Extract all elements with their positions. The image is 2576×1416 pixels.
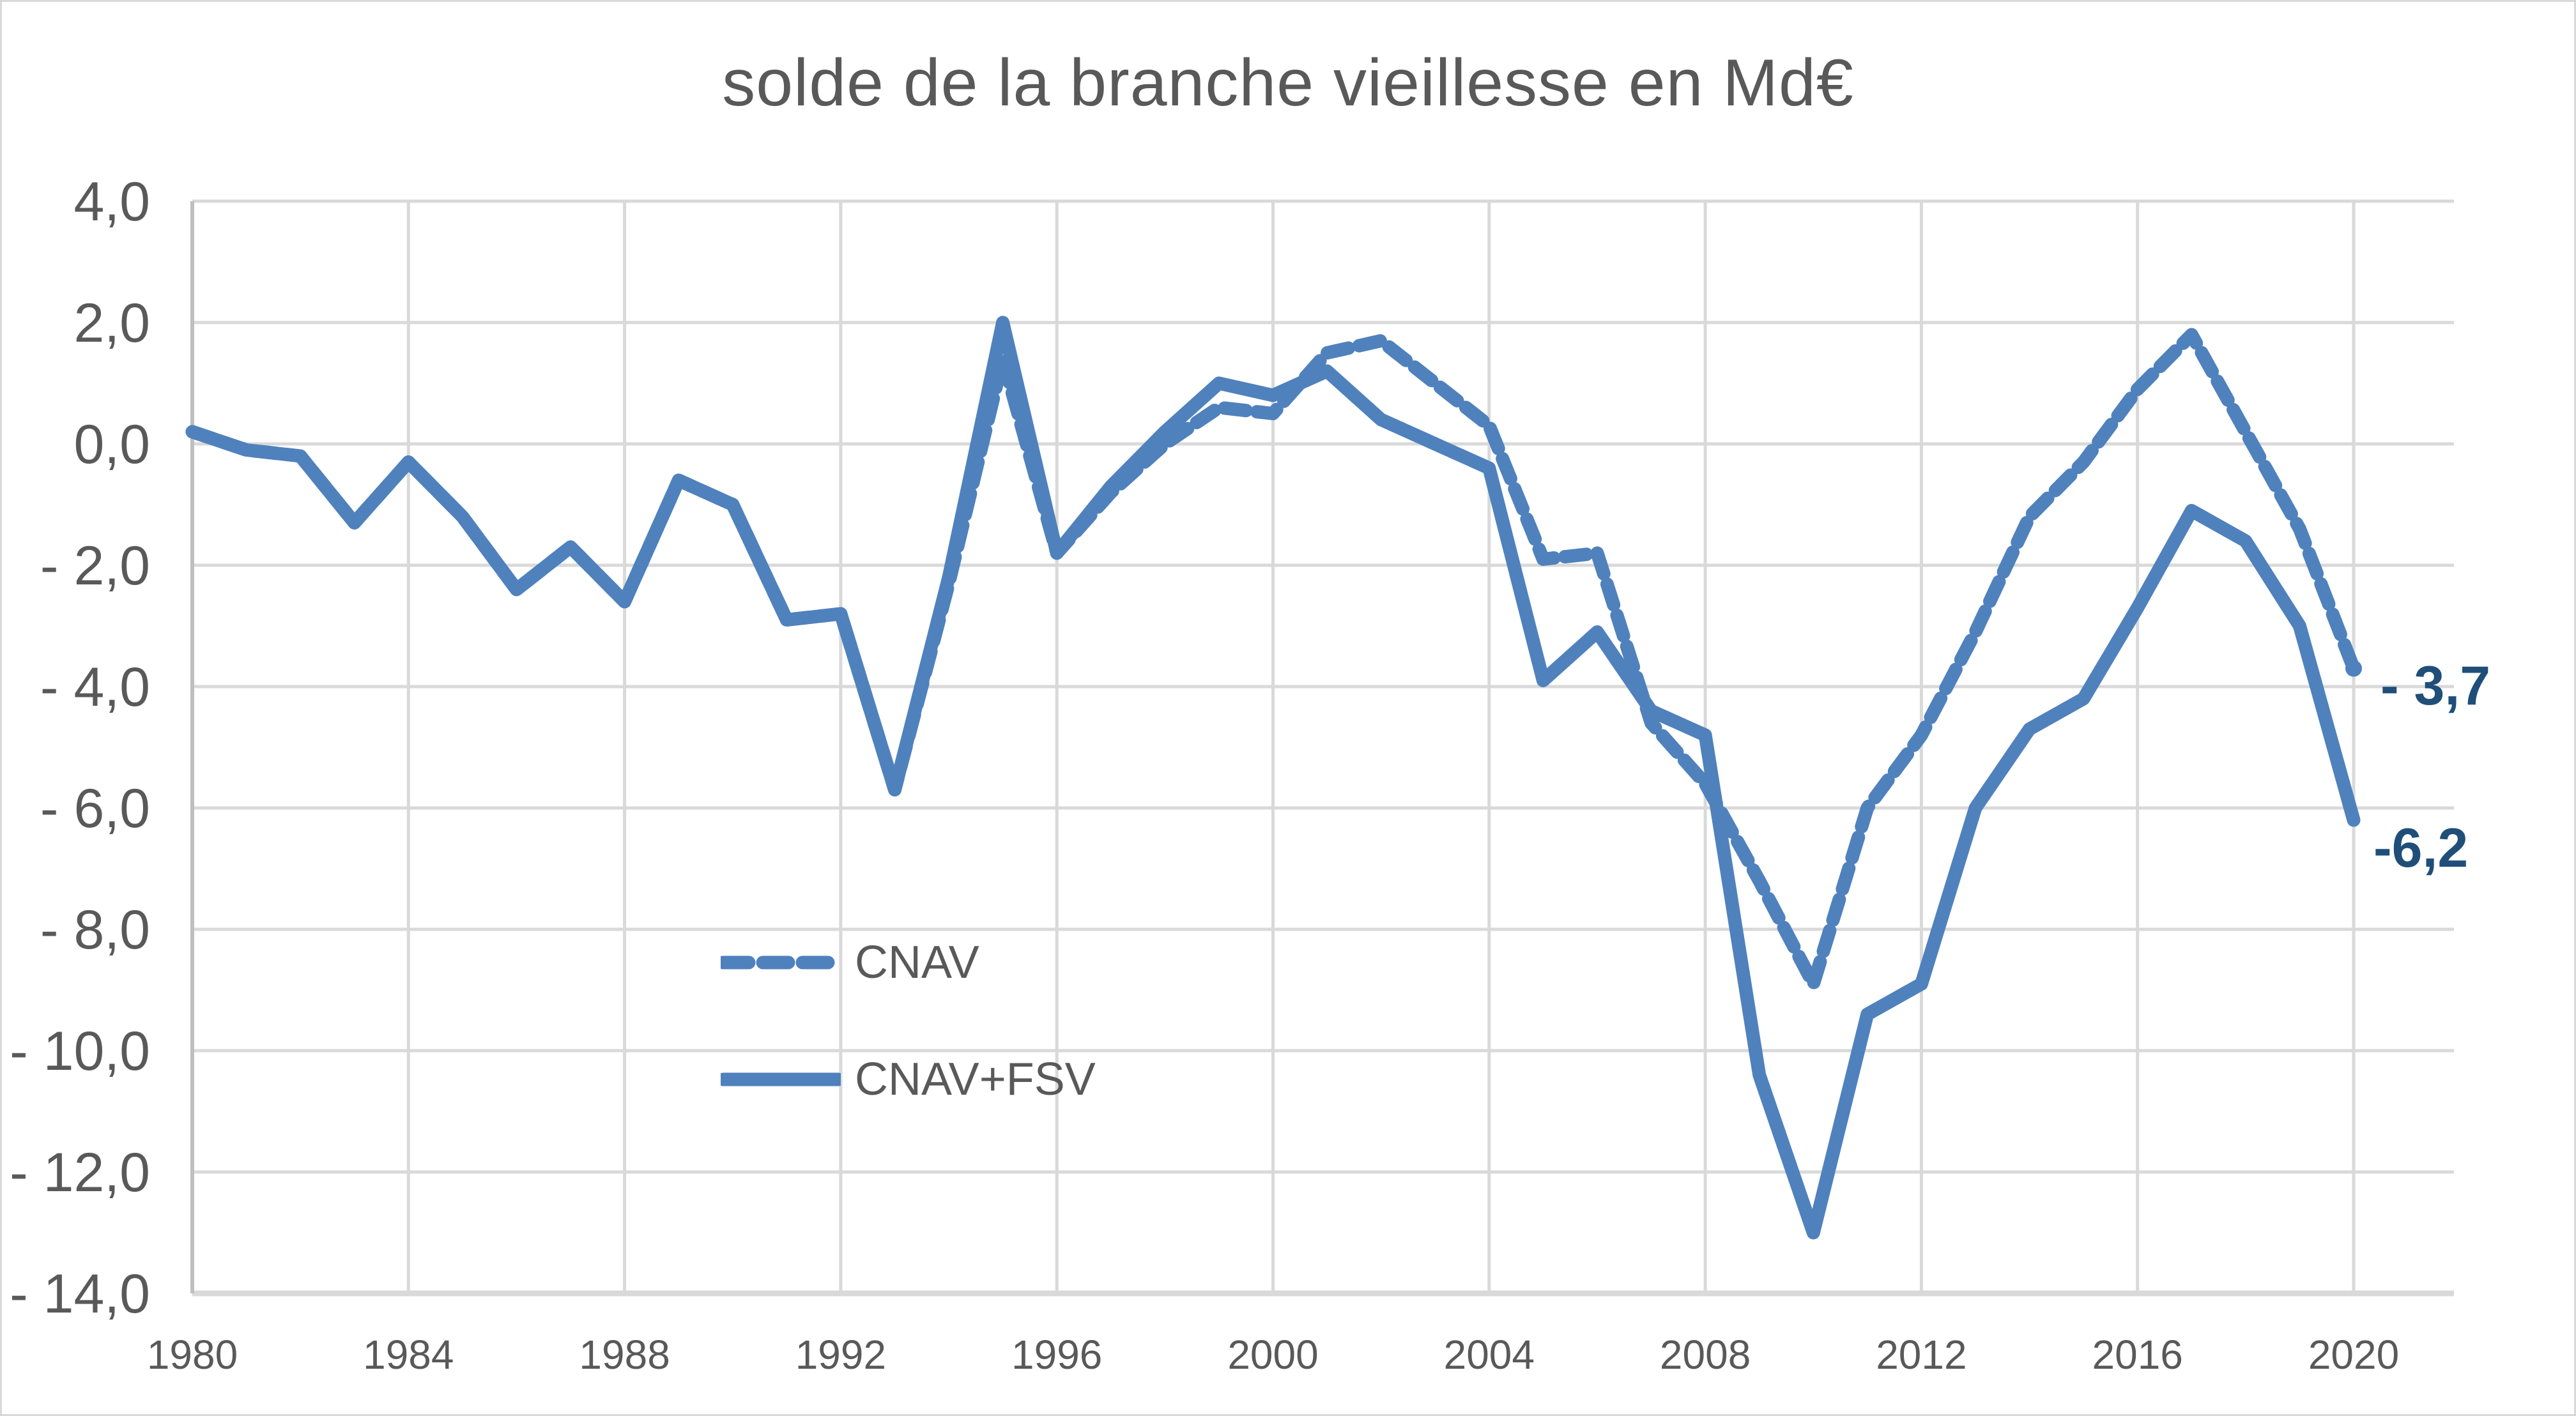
cnav-series-line — [185, 328, 2361, 991]
cnav-end-value-label: - 3,7 — [2380, 655, 2491, 717]
y-tick-label: 4,0 — [73, 171, 150, 232]
x-tick-label: 2004 — [1444, 1332, 1535, 1378]
x-tick-label: 2012 — [1876, 1332, 1966, 1378]
x-tick-label: 1996 — [1011, 1332, 1102, 1378]
y-tick-label: - 10,0 — [10, 1021, 150, 1082]
cnav-fsv-end-value-label: -6,2 — [2373, 818, 2469, 879]
cnav-dashed-line-sample — [721, 955, 841, 970]
cnav-endpoint-dot — [2345, 660, 2362, 677]
legend-item-cnav: CNAV — [721, 934, 1096, 991]
legend-label-cnav: CNAV — [855, 937, 979, 988]
cnav-fsv-solid-line-sample — [721, 1072, 841, 1086]
x-tick-label: 1992 — [795, 1332, 886, 1378]
y-tick-label: 2,0 — [73, 293, 150, 354]
y-tick-label: 0,0 — [73, 414, 150, 475]
legend-item-cnav-fsv: CNAV+FSV — [721, 1051, 1096, 1108]
y-tick-label: - 4,0 — [40, 657, 150, 718]
chart-title: solde de la branche vieillesse en Md€ — [722, 46, 1854, 120]
y-tick-label: - 8,0 — [40, 899, 150, 961]
x-tick-label: 2008 — [1660, 1332, 1751, 1378]
x-tick-label: 1980 — [147, 1332, 238, 1378]
x-tick-label: 2000 — [1227, 1332, 1318, 1378]
x-tick-label: 2016 — [2092, 1332, 2183, 1378]
y-tick-label: - 6,0 — [40, 778, 150, 839]
x-tick-label: 2020 — [2308, 1332, 2399, 1378]
legend: CNAV CNAV+FSV — [721, 934, 1096, 1108]
legend-label-cnav-fsv: CNAV+FSV — [855, 1054, 1096, 1105]
x-tick-label: 1984 — [363, 1332, 454, 1378]
y-tick-label: - 14,0 — [10, 1263, 150, 1325]
y-tick-label: - 12,0 — [10, 1142, 150, 1203]
y-tick-label: - 2,0 — [40, 535, 150, 597]
x-tick-label: 1988 — [579, 1332, 670, 1378]
